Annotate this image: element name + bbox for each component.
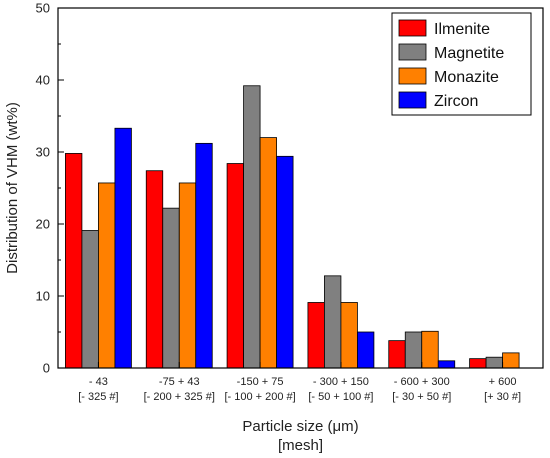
legend-label-ilmenite: Ilmenite [434, 21, 490, 38]
bar-ilmenite-0 [65, 153, 83, 369]
x-axis-sublabel: [mesh] [278, 437, 323, 454]
x-mesh-label: [- 30 + 50 #] [392, 391, 451, 403]
legend-swatch-zircon [398, 91, 427, 109]
x-axis-label: Particle size (μm) [242, 418, 358, 435]
y-tick-label: 40 [36, 73, 50, 88]
bar-zircon-2 [276, 155, 294, 369]
bar-ilmenite-1 [145, 170, 164, 369]
x-category-label: - 43 [89, 376, 108, 388]
legend-swatch-monazite [398, 67, 427, 85]
legend: Ilmenite Magnetite Monazite Zircon [391, 12, 532, 116]
y-tick-label: 30 [36, 145, 50, 160]
bar-ilmenite-5 [469, 358, 487, 369]
x-category-label: - 300 + 150 [313, 376, 369, 388]
x-mesh-label: [- 100 + 200 #] [224, 391, 295, 403]
y-tick-label: 20 [36, 217, 50, 232]
bar-zircon-0 [114, 127, 132, 369]
bar-monazite-2 [259, 137, 277, 369]
y-axis: 0 10 20 30 40 50 [36, 1, 64, 376]
bar-monazite-4 [421, 330, 439, 369]
bar-monazite-0 [98, 182, 116, 369]
bar-monazite-1 [178, 182, 197, 369]
bar-ilmenite-4 [388, 340, 406, 369]
bar-monazite-3 [340, 302, 358, 369]
x-category-label: -150 + 75 [237, 376, 284, 388]
bar-zircon-1 [195, 142, 213, 369]
bar-magnetite-5 [485, 356, 503, 369]
legend-swatch-magnetite [398, 43, 427, 61]
bar-magnetite-1 [162, 207, 180, 369]
x-category-label: -75 + 43 [159, 376, 200, 388]
y-tick-label: 0 [43, 361, 50, 376]
x-mesh-label: [- 325 #] [78, 391, 118, 403]
bar-magnetite-3 [324, 275, 342, 369]
x-category-label: + 600 [489, 376, 517, 388]
x-mesh-label: [- 200 + 325 #] [144, 391, 215, 403]
bar-monazite-5 [502, 352, 520, 369]
y-tick-label: 10 [36, 289, 50, 304]
legend-swatch-ilmenite [398, 19, 427, 37]
x-mesh-label: [- 50 + 100 #] [308, 391, 373, 403]
y-axis-label: Distribution of VHM (wt%) [4, 102, 21, 274]
bar-magnetite-2 [243, 85, 261, 369]
bar-ilmenite-2 [226, 163, 244, 369]
bar-magnetite-0 [81, 230, 99, 369]
x-mesh-label: [+ 30 #] [484, 391, 521, 403]
bar-zircon-4 [437, 360, 456, 369]
bar-zircon-3 [357, 331, 375, 369]
bar-magnetite-4 [404, 331, 423, 369]
y-tick-label: 50 [36, 1, 50, 16]
legend-label-zircon: Zircon [434, 93, 478, 110]
legend-label-magnetite: Magnetite [434, 45, 504, 62]
x-category-label: - 600 + 300 [394, 376, 450, 388]
bars-group [65, 85, 520, 369]
legend-label-monazite: Monazite [434, 69, 499, 86]
bar-ilmenite-3 [307, 302, 325, 369]
x-axis: - 43 [- 325 #] -75 + 43 [- 200 + 325 #] -150… [78, 362, 521, 403]
